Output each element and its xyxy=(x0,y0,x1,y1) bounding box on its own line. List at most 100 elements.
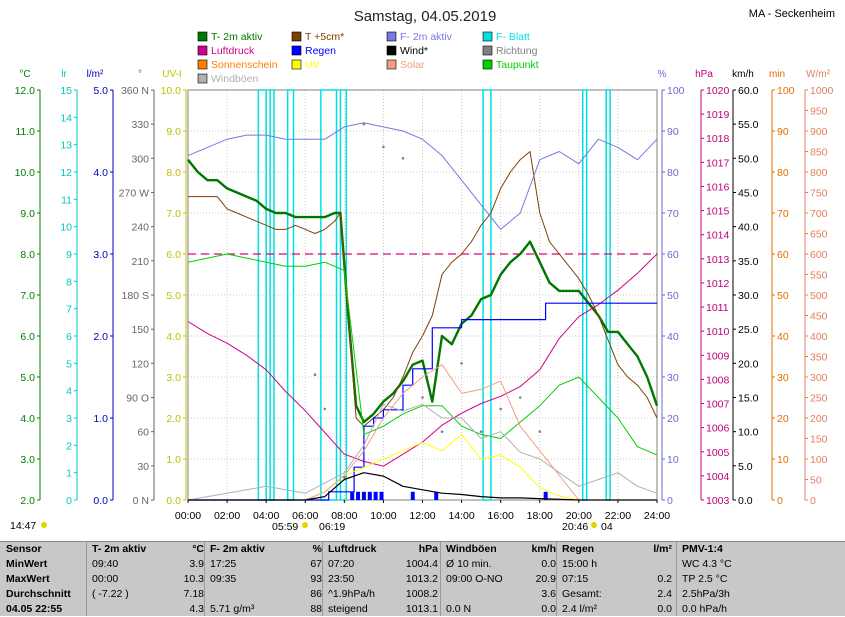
axis-tick-label: 80 xyxy=(777,167,789,179)
axis-tick-label: 10.0 xyxy=(15,167,36,179)
legend-swatch xyxy=(291,45,302,56)
x-tick-label: 06:00 xyxy=(292,510,318,522)
axis-tick-label: 500 xyxy=(810,290,828,302)
legend-label: Windböen xyxy=(211,73,258,85)
axis-tick-label: 0.0 xyxy=(166,495,181,507)
legend-swatch xyxy=(482,31,493,42)
sunrise-time: 05:59 xyxy=(272,521,298,533)
table-header-unit: % xyxy=(312,543,322,555)
table-row: Durchschnitt xyxy=(6,588,71,600)
axis-tick-label: 90 xyxy=(667,126,679,138)
axis-tick-label: 40 xyxy=(777,331,789,343)
axis-tick-label: 1003 xyxy=(706,495,730,507)
axis-tick-label: 210 xyxy=(131,256,149,268)
sunrise-time-2: 06:19 xyxy=(319,521,345,533)
table-cell-label: 23:50 xyxy=(328,573,355,585)
table-cell-value: 1004.4 xyxy=(405,558,438,570)
axis-tick-label: 0 N xyxy=(133,495,149,507)
axis-tick-label: 4.0 xyxy=(166,331,181,343)
table-header-unit: l/m² xyxy=(653,543,672,555)
axis-tick-label: 300 xyxy=(131,153,149,165)
legend-label: Richtung xyxy=(496,45,538,57)
table-row: 2.5hPa/3h xyxy=(682,588,730,600)
table-row: 15:00 h xyxy=(562,557,672,572)
table-row: 07:15 0.2 xyxy=(562,572,672,587)
rain-bar xyxy=(379,491,384,500)
axis-tick-label: 350 xyxy=(810,352,828,364)
axis-unit-label: UV-I xyxy=(162,69,181,80)
axis-tick-label: 1007 xyxy=(706,399,730,411)
table-separator xyxy=(86,542,87,616)
axis-unit-label: l/m² xyxy=(87,69,104,80)
direction-point xyxy=(362,122,366,126)
table-header-title: PMV-1:4 xyxy=(682,543,723,555)
axis-tick-label: 1000 xyxy=(810,85,834,97)
legend-label: F- 2m aktiv xyxy=(400,31,453,43)
x-tick-label: 02:00 xyxy=(214,510,240,522)
axis-tick-label: 550 xyxy=(810,270,828,282)
axis-tick-label: 100 xyxy=(777,85,795,97)
table-row: TP 2.5 °C xyxy=(682,573,728,585)
table-header-unit: hPa xyxy=(418,543,438,555)
direction-point xyxy=(460,362,463,365)
series-line xyxy=(187,403,658,501)
table-column: Sensor MinWert MaxWert Durchschnitt 04.05 22… xyxy=(6,542,86,616)
axis-tick-label: 4.0 xyxy=(20,413,35,425)
direction-point xyxy=(421,396,424,399)
axis-tick-label: 1016 xyxy=(706,181,730,193)
legend-swatch xyxy=(386,45,397,56)
rain-bar xyxy=(434,491,439,500)
legend-label: Regen xyxy=(305,45,336,57)
axis-tick-label: 0 xyxy=(667,495,673,507)
rain-bar xyxy=(410,491,415,500)
axis-tick-label: 30.0 xyxy=(738,290,759,302)
axis-tick-label: 800 xyxy=(810,167,828,179)
table-cell-value: 86 xyxy=(310,588,322,600)
legend-swatch xyxy=(291,59,302,70)
axis-tick-label: 35.0 xyxy=(738,256,759,268)
x-tick-label: 08:00 xyxy=(331,510,357,522)
axis-tick-label: 1006 xyxy=(706,423,730,435)
legend-label: F- Blatt xyxy=(496,31,530,43)
table-cell-value: 0.0 xyxy=(657,603,672,615)
axis-tick-label: 1004 xyxy=(706,471,730,483)
axis-tick-label: 1015 xyxy=(706,206,730,218)
axis-tick-label: 1019 xyxy=(706,109,730,121)
axis-tick-label: 2.0 xyxy=(166,413,181,425)
table-cell-label: 07:15 xyxy=(562,573,589,585)
direction-point xyxy=(382,145,385,149)
axis-tick-label: 7.0 xyxy=(166,208,181,220)
sun-times: 14:47 05:59 06:19 20:46 04 xyxy=(10,520,613,533)
direction-point xyxy=(401,157,405,160)
table-cell-label: 07:20 xyxy=(328,558,355,570)
axis-tick-label: 20.0 xyxy=(738,358,759,370)
table-header-unit: km/h xyxy=(531,543,556,555)
axis-tick-label: 360 N xyxy=(121,85,149,97)
table-cell-label: Gesamt: xyxy=(562,588,602,600)
table-separator xyxy=(556,542,557,616)
table-header-title: Windböen xyxy=(446,543,497,555)
table-row: ^1.9hPa/h 1008.2 xyxy=(328,587,438,602)
direction-point xyxy=(313,373,317,377)
axis-tick-label: 1013 xyxy=(706,254,730,266)
table-row: 3.6 xyxy=(446,587,556,602)
axis-tick-label: 600 xyxy=(810,249,828,261)
axis-tick-label: 2.0 xyxy=(93,331,108,343)
legend-label: Taupunkt xyxy=(496,59,539,71)
table-row: 17:25 67 xyxy=(210,557,322,572)
axis-tick-label: 330 xyxy=(131,119,149,131)
table-row: Gesamt: 2.4 xyxy=(562,587,672,602)
table-row: 09:35 93 xyxy=(210,572,322,587)
direction-point xyxy=(323,407,327,411)
table-row: 04.05 22:55 xyxy=(6,603,63,615)
axis-tick-label: 10 xyxy=(60,222,72,234)
axis-tick-label: 4 xyxy=(66,386,72,398)
legend-label: T +5cm* xyxy=(305,31,344,43)
table-cell-value: 20.9 xyxy=(535,573,556,585)
table-row: Ø 10 min. 0.0 xyxy=(446,557,556,572)
axis-tick-label: 11 xyxy=(61,194,72,206)
axis-tick-label: 6 xyxy=(66,331,72,343)
table-row: 00:00 10.3 xyxy=(92,572,204,587)
axis-tick-label: 90 O xyxy=(126,393,149,405)
x-tick-label: 12:00 xyxy=(409,510,435,522)
